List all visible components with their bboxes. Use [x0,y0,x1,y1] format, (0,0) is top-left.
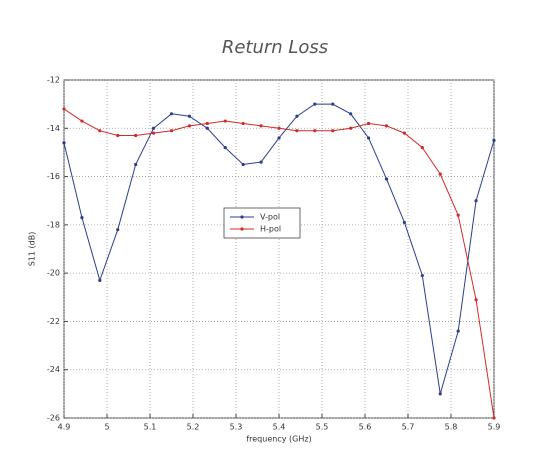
data-point [98,129,102,133]
data-point [116,133,120,138]
data-point [187,124,192,128]
legend-marker [240,227,244,231]
data-point [384,177,389,181]
data-point [366,121,371,126]
y-tick-label: -24 [47,365,60,374]
x-axis-label: frequency (GHz) [246,435,311,444]
data-point [277,126,281,130]
x-tick-label: 5.8 [445,423,458,432]
data-point [151,126,156,130]
x-tick-label: 5.1 [144,423,157,432]
x-tick-label: 5.5 [316,423,329,432]
data-point [331,102,335,106]
data-point [80,216,84,220]
data-point [474,298,478,302]
data-point [349,112,353,116]
legend-label: H-pol [260,225,281,234]
data-point [313,102,317,106]
data-point [295,114,299,118]
x-tick-label: 5.3 [230,423,243,432]
x-tick-label: 5.9 [488,423,501,432]
data-point [349,126,353,130]
x-tick-label: 4.9 [58,423,71,432]
y-tick-label: -12 [47,76,60,85]
data-point [277,136,281,140]
data-point [169,112,174,116]
data-point [438,172,442,176]
data-point [62,141,66,145]
y-tick-label: -14 [47,124,60,133]
data-point [205,126,209,130]
y-tick-label: -18 [47,220,60,229]
y-tick-label: -20 [47,269,60,278]
data-point [205,121,209,126]
data-point [134,133,138,138]
legend-box [223,207,301,239]
data-point [402,131,407,135]
data-point [456,213,460,217]
data-point [187,114,192,118]
chart-title: Return Loss [222,37,328,58]
data-point [474,199,478,203]
data-point [241,162,245,167]
data-point [420,273,424,278]
data-point [366,136,371,140]
x-tick-label: 5.7 [402,423,415,432]
y-tick-label: -22 [47,317,60,326]
x-tick-label: 5.4 [273,423,286,432]
data-point [295,129,299,133]
legend-label: V-pol [260,213,280,222]
data-point [223,119,227,123]
x-tick-label: 5.6 [359,423,372,432]
data-point [116,228,120,232]
y-tick-label: -26 [47,414,60,423]
x-tick-label: 5.2 [187,423,200,432]
data-point [259,160,263,164]
data-point [98,278,102,282]
data-point [331,129,335,133]
data-point [80,119,84,123]
legend-marker [240,215,244,219]
x-tick-label: 5 [104,423,109,432]
data-point [420,146,424,150]
data-point [492,138,496,142]
data-point [151,131,156,135]
data-point [492,416,496,420]
data-point [402,220,407,225]
data-point [313,129,317,133]
data-point [384,124,389,128]
data-point [223,146,227,150]
data-point [169,129,174,133]
data-point [62,107,66,111]
data-point [134,162,138,167]
data-point [241,121,245,126]
y-axis-label: S11 (dB) [28,232,37,267]
data-point [438,392,442,396]
y-tick-label: -16 [47,172,60,181]
data-point [456,329,460,333]
data-point [259,124,263,128]
